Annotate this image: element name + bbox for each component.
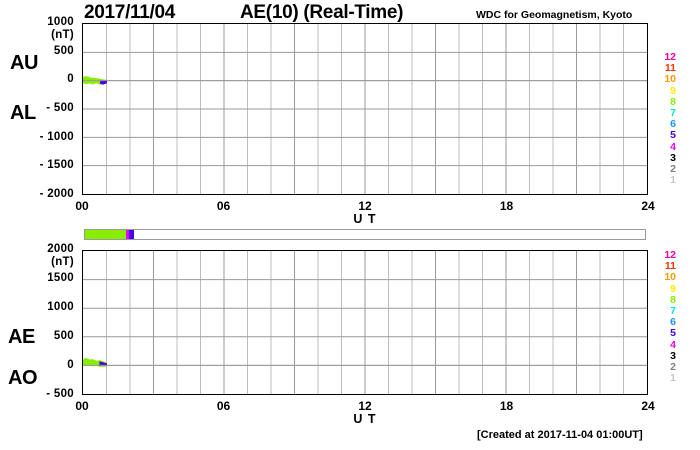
legend-item: 7 <box>670 304 676 317</box>
legend-item: 3 <box>670 151 676 164</box>
chart-source-credit: WDC for Geomagnetism, Kyoto <box>476 9 633 21</box>
legend-item: 1 <box>670 174 676 187</box>
series-label-au: AU <box>10 52 38 74</box>
x-tick-label: 00 <box>75 399 89 413</box>
plot-au-al <box>82 23 648 195</box>
x-axis-top: 00 06 12 18 24 U T <box>0 0 700 226</box>
legend-item: 2 <box>670 360 676 373</box>
legend-item: 5 <box>670 327 676 340</box>
y-axis-unit: (nT) <box>51 29 74 41</box>
legend-item: 11 <box>664 62 676 75</box>
y-axis-unit: (nT) <box>51 256 74 268</box>
activity-bar-segment <box>125 230 129 239</box>
series-label-al: AL <box>10 102 36 124</box>
grid-lines-bottom <box>83 251 647 394</box>
x-axis-title: U T <box>353 412 377 426</box>
legend-item: 8 <box>670 95 676 108</box>
x-tick-label: 24 <box>641 399 655 413</box>
y-tick-label: 1000 <box>47 16 74 28</box>
x-tick-label: 12 <box>358 399 372 413</box>
grid-lines-top <box>83 24 647 194</box>
chart-date: 2017/11/04 <box>84 2 176 23</box>
page-title: AE(10) (Real-Time) <box>240 2 404 23</box>
y-tick-label: - 1500 <box>39 159 74 172</box>
legend-item: 1 <box>670 372 676 385</box>
plot-ae-ao <box>82 250 648 395</box>
y-tick-label: - 500 <box>46 388 74 400</box>
legend-top: 12 11 10 9 8 7 6 5 4 3 2 1 <box>652 51 682 187</box>
x-tick-label: 24 <box>641 199 655 213</box>
legend-item: 9 <box>670 84 676 97</box>
created-timestamp: [Created at 2017-11-04 01:00UT] <box>477 429 643 441</box>
legend-item: 12 <box>664 249 676 261</box>
activity-status-bar <box>84 229 646 240</box>
legend-item: 9 <box>670 282 676 295</box>
y-tick-label: 2000 <box>47 243 74 255</box>
series-label-ao: AO <box>8 367 38 389</box>
y-tick-label: 0 <box>67 359 74 371</box>
legend-item: 12 <box>664 51 676 63</box>
x-tick-label: 06 <box>216 199 231 213</box>
y-tick-label: - 500 <box>46 102 74 114</box>
legend-item: 2 <box>670 162 676 175</box>
x-tick-label: 06 <box>216 399 231 413</box>
activity-bar-segment <box>133 230 645 239</box>
activity-bar-segment <box>85 230 126 239</box>
series-label-ae: AE <box>8 326 35 348</box>
legend-item: 10 <box>664 271 676 284</box>
y-axis-labels-top: 1000 (nT) 500 0 - 500 - 1000 - 1500 - 2000 <box>0 16 78 200</box>
legend-item: 3 <box>670 349 676 362</box>
legend-bottom: 12 11 10 9 8 7 6 5 4 3 2 1 <box>652 249 682 385</box>
y-tick-label: 0 <box>67 73 74 86</box>
legend-item: 4 <box>670 338 676 351</box>
x-axis-title: U T <box>353 212 377 226</box>
x-axis-bottom: 00 06 12 18 24 U T <box>0 0 700 426</box>
legend-item: 6 <box>670 316 676 329</box>
y-tick-label: - 1000 <box>39 130 74 143</box>
legend-item: 4 <box>670 140 676 153</box>
activity-bar-segment <box>128 230 134 239</box>
legend-item: 6 <box>670 118 676 131</box>
y-tick-label: 500 <box>53 44 74 57</box>
legend-item: 10 <box>664 73 676 86</box>
x-tick-label: 12 <box>358 199 372 213</box>
y-tick-label: 500 <box>53 330 74 342</box>
x-tick-label: 18 <box>499 399 514 413</box>
x-tick-label: 00 <box>75 199 89 213</box>
x-tick-label: 18 <box>499 199 514 213</box>
legend-item: 8 <box>670 293 676 306</box>
y-axis-labels-bottom: 2000 (nT) 1500 1000 500 0 - 500 <box>0 243 78 400</box>
legend-item: 5 <box>670 129 676 142</box>
y-tick-label: - 2000 <box>39 188 74 200</box>
y-tick-label: 1000 <box>47 301 74 313</box>
legend-item: 11 <box>664 260 676 273</box>
legend-item: 7 <box>670 106 676 119</box>
y-tick-label: 1500 <box>47 272 74 284</box>
